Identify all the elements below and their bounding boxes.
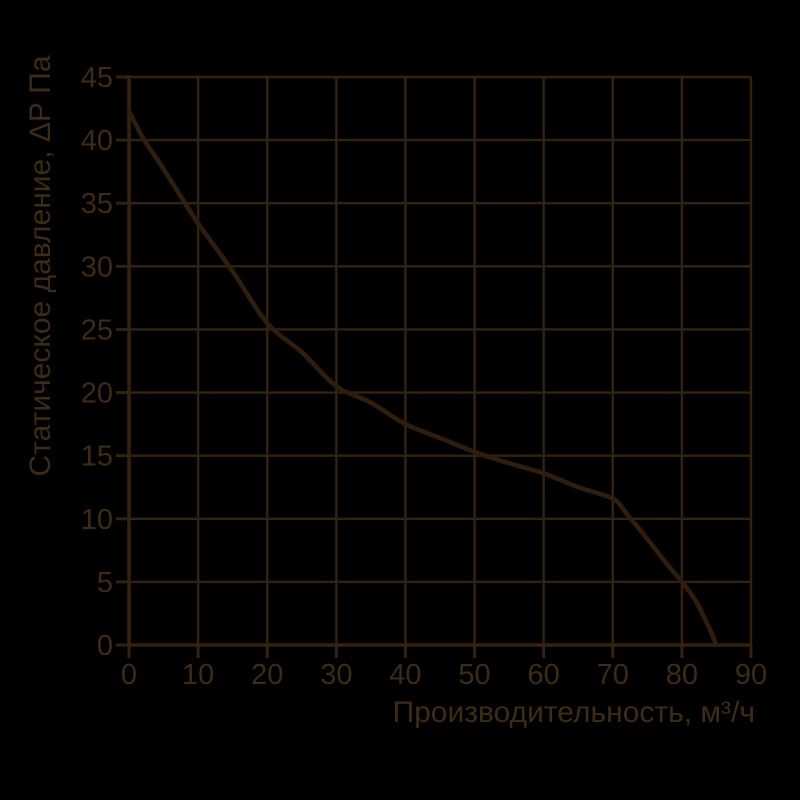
- tick-marks: [116, 75, 753, 658]
- y-tick-label: 35: [81, 188, 113, 220]
- y-axis-title: Статическое давление, ΔР Па: [24, 55, 57, 476]
- y-tick-label: 25: [81, 314, 113, 346]
- x-tick-label: 60: [528, 659, 560, 691]
- x-tick-label: 20: [251, 659, 283, 691]
- y-tick-label: 0: [97, 630, 113, 662]
- x-tick-label: 0: [121, 659, 137, 691]
- y-tick-labels: 0 5 10 15 20 25 30 35 40 45: [81, 62, 113, 662]
- x-axis-title: Производительность, м³/ч: [393, 696, 755, 729]
- axis-frame: [127, 75, 752, 647]
- performance-curve: [126, 108, 719, 648]
- x-tick-label: 90: [735, 659, 767, 691]
- x-tick-labels: 0 10 20 30 40 50 60 70 80 90: [121, 659, 767, 691]
- y-tick-label: 20: [81, 378, 113, 410]
- y-tick-label: 45: [81, 62, 113, 94]
- x-tick-label: 70: [597, 659, 629, 691]
- x-tick-label: 80: [666, 659, 698, 691]
- y-tick-label: 10: [81, 504, 113, 536]
- x-tick-label: 50: [458, 659, 490, 691]
- y-tick-label: 40: [81, 125, 113, 157]
- y-tick-label: 15: [81, 441, 113, 473]
- y-tick-label: 5: [97, 567, 113, 599]
- x-tick-label: 40: [389, 659, 421, 691]
- x-tick-label: 30: [320, 659, 352, 691]
- y-tick-label: 30: [81, 251, 113, 283]
- x-tick-label: 10: [182, 659, 214, 691]
- grid-lines: [127, 75, 753, 647]
